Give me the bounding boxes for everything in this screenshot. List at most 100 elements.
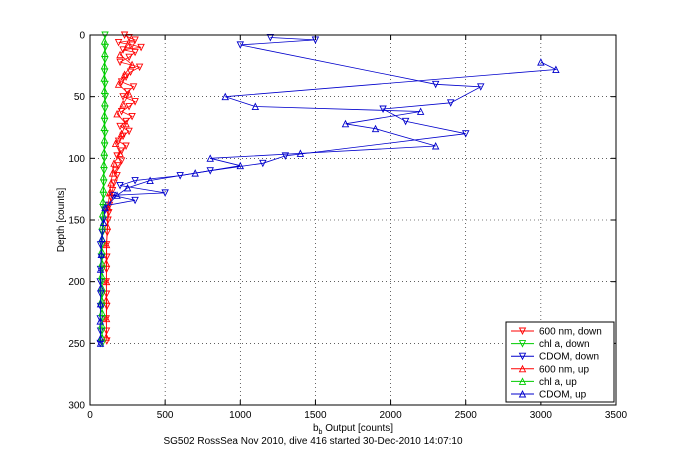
data-point	[100, 37, 109, 45]
data-point	[100, 135, 109, 144]
data-point	[135, 63, 144, 72]
data-point	[123, 183, 132, 192]
y-tick-label: 50	[74, 92, 86, 103]
data-point	[110, 159, 118, 167]
data-point	[102, 314, 111, 323]
data-point	[117, 157, 126, 165]
legend-label: chl a, up	[539, 377, 577, 388]
legend-swatch-marker	[518, 327, 527, 336]
data-point	[102, 259, 110, 267]
data-point	[125, 53, 133, 62]
data-point	[113, 109, 121, 118]
legend-entry: CDOM, down	[511, 352, 599, 363]
data-point	[105, 209, 113, 217]
data-point	[97, 283, 105, 292]
data-point	[100, 98, 109, 107]
data-point	[206, 154, 214, 162]
data-point	[117, 108, 126, 116]
data-point	[116, 149, 124, 157]
legend-swatch-marker	[518, 340, 527, 348]
legend-entry: 600 nm, down	[511, 327, 602, 338]
data-point	[119, 100, 127, 108]
data-point	[120, 70, 129, 78]
legend-entry: chl a, down	[511, 339, 590, 350]
data-point	[128, 41, 136, 49]
data-point	[379, 105, 387, 114]
data-point	[114, 80, 123, 88]
data-point	[122, 119, 130, 128]
data-point	[114, 38, 123, 47]
legend-swatch-marker	[518, 352, 527, 361]
series-line	[99, 61, 558, 344]
data-point	[125, 127, 133, 136]
data-point	[100, 111, 109, 119]
legend-entry: CDOM, up	[511, 390, 587, 401]
data-point	[221, 92, 229, 101]
x-axis-title-rest: Output [counts]	[322, 423, 393, 434]
data-point	[236, 41, 245, 49]
data-point	[281, 152, 290, 160]
data-point	[266, 34, 275, 42]
data-point	[251, 102, 260, 110]
data-point	[96, 299, 105, 308]
data-point	[100, 61, 109, 70]
data-point	[122, 142, 130, 151]
data-point	[96, 265, 105, 273]
data-point	[108, 169, 117, 177]
data-point	[131, 48, 139, 57]
x-axis-title-sub: b	[319, 429, 323, 436]
data-point	[116, 58, 124, 67]
x-tick-label: 500	[157, 410, 174, 421]
legend-box	[505, 321, 615, 403]
data-point	[461, 130, 470, 138]
legend-swatch-marker	[518, 389, 527, 398]
data-point	[131, 98, 139, 106]
legend-label: chl a, down	[539, 339, 590, 350]
y-tick-label: 100	[68, 154, 85, 165]
x-tick-label: 2000	[379, 410, 402, 421]
data-point	[119, 93, 127, 101]
data-point	[108, 186, 117, 195]
data-point	[477, 83, 485, 91]
data-point	[259, 159, 267, 168]
data-point	[116, 122, 124, 131]
data-point	[96, 334, 105, 342]
data-point	[416, 107, 425, 115]
data-point	[103, 222, 112, 230]
legend-label: CDOM, down	[539, 352, 599, 363]
data-point	[113, 191, 121, 199]
data-point	[107, 178, 115, 187]
data-point	[98, 234, 106, 242]
data-point	[100, 86, 109, 94]
series-0	[102, 31, 145, 345]
y-tick-label: 0	[79, 31, 85, 42]
legend-entry: chl a, up	[511, 377, 577, 388]
data-point	[431, 141, 440, 150]
data-point	[537, 58, 545, 66]
data-point	[123, 40, 132, 49]
figure-caption: SG502 RossSea Nov 2010, dive 416 started…	[163, 436, 463, 447]
y-tick-label: 300	[68, 401, 85, 412]
y-axis-title: Depth [counts]	[56, 188, 67, 253]
data-point	[236, 161, 245, 170]
data-point	[100, 160, 108, 168]
legend-entry: 600 nm, up	[511, 364, 589, 375]
legend-label: CDOM, up	[539, 390, 587, 401]
legend-swatch-marker	[518, 377, 527, 385]
data-point	[296, 149, 305, 157]
data-point	[99, 172, 108, 181]
data-point	[341, 119, 350, 128]
data-point	[111, 167, 120, 175]
data-point	[99, 197, 107, 205]
series-line	[99, 37, 483, 344]
data-point	[125, 103, 133, 111]
data-point	[100, 123, 108, 131]
data-point	[431, 80, 440, 89]
data-point	[99, 218, 108, 226]
data-point	[102, 296, 110, 304]
data-point	[131, 177, 139, 185]
data-point	[102, 333, 110, 341]
data-point	[100, 74, 108, 82]
data-point	[119, 46, 127, 54]
